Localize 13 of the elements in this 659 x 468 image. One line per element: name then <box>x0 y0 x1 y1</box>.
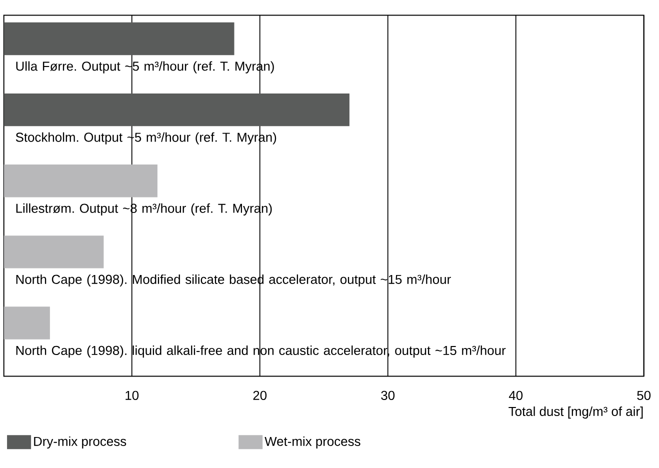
bar <box>4 236 104 268</box>
x-tick-label: 30 <box>381 390 395 400</box>
x-tick-label: 20 <box>253 390 267 400</box>
bar <box>4 306 50 340</box>
x-tick-label: 50 <box>637 390 651 400</box>
x-axis-title: Total dust [mg/m³ of air] <box>508 406 643 419</box>
legend-label: Dry-mix process <box>34 436 126 449</box>
bar <box>4 93 350 126</box>
legend-label: Wet-mix process <box>264 436 360 449</box>
x-tick-label: 10 <box>126 390 139 400</box>
x-tick-label: 40 <box>508 390 523 400</box>
bar <box>4 164 158 198</box>
bar <box>4 22 234 56</box>
